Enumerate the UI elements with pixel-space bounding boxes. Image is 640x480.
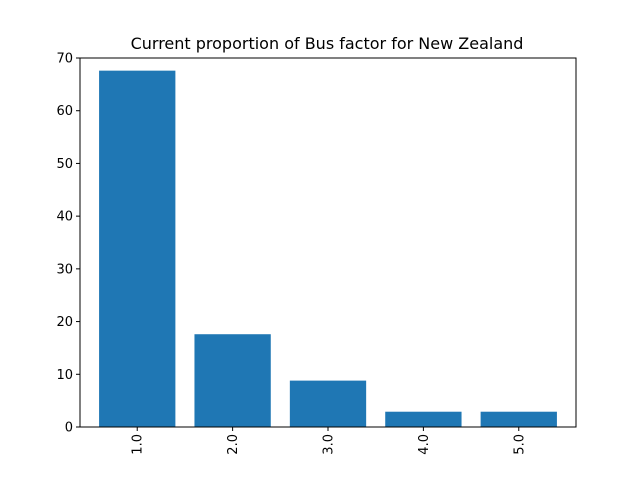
x-axis: 1.0 2.0 3.0 4.0 5.0 <box>131 427 527 455</box>
y-axis: 0 10 20 30 40 50 60 70 <box>56 52 80 436</box>
y-tick-label: 50 <box>56 157 73 172</box>
bars <box>99 70 557 427</box>
y-tick-label: 40 <box>56 210 73 225</box>
bar-4.0 <box>385 411 462 427</box>
y-tick-label: 0 <box>65 421 73 436</box>
plot-frame <box>79 57 577 428</box>
x-tick-label: 3.0 <box>322 434 337 455</box>
bar-1.0 <box>99 70 176 427</box>
bar-3.0 <box>289 380 367 427</box>
bar-5.0 <box>480 411 557 427</box>
x-tick-label: 1.0 <box>131 434 146 455</box>
y-tick-label: 20 <box>56 315 73 330</box>
bar-2.0 <box>194 334 271 427</box>
y-tick-label: 30 <box>56 262 73 277</box>
x-tick-label: 4.0 <box>417 434 432 455</box>
chart-title: Current proportion of Bus factor for New… <box>131 34 524 53</box>
y-tick-label: 10 <box>56 368 73 383</box>
x-tick-label: 5.0 <box>512 434 527 455</box>
x-tick-label: 2.0 <box>226 434 241 455</box>
y-tick-label: 70 <box>56 52 73 67</box>
y-tick-label: 60 <box>56 104 73 119</box>
